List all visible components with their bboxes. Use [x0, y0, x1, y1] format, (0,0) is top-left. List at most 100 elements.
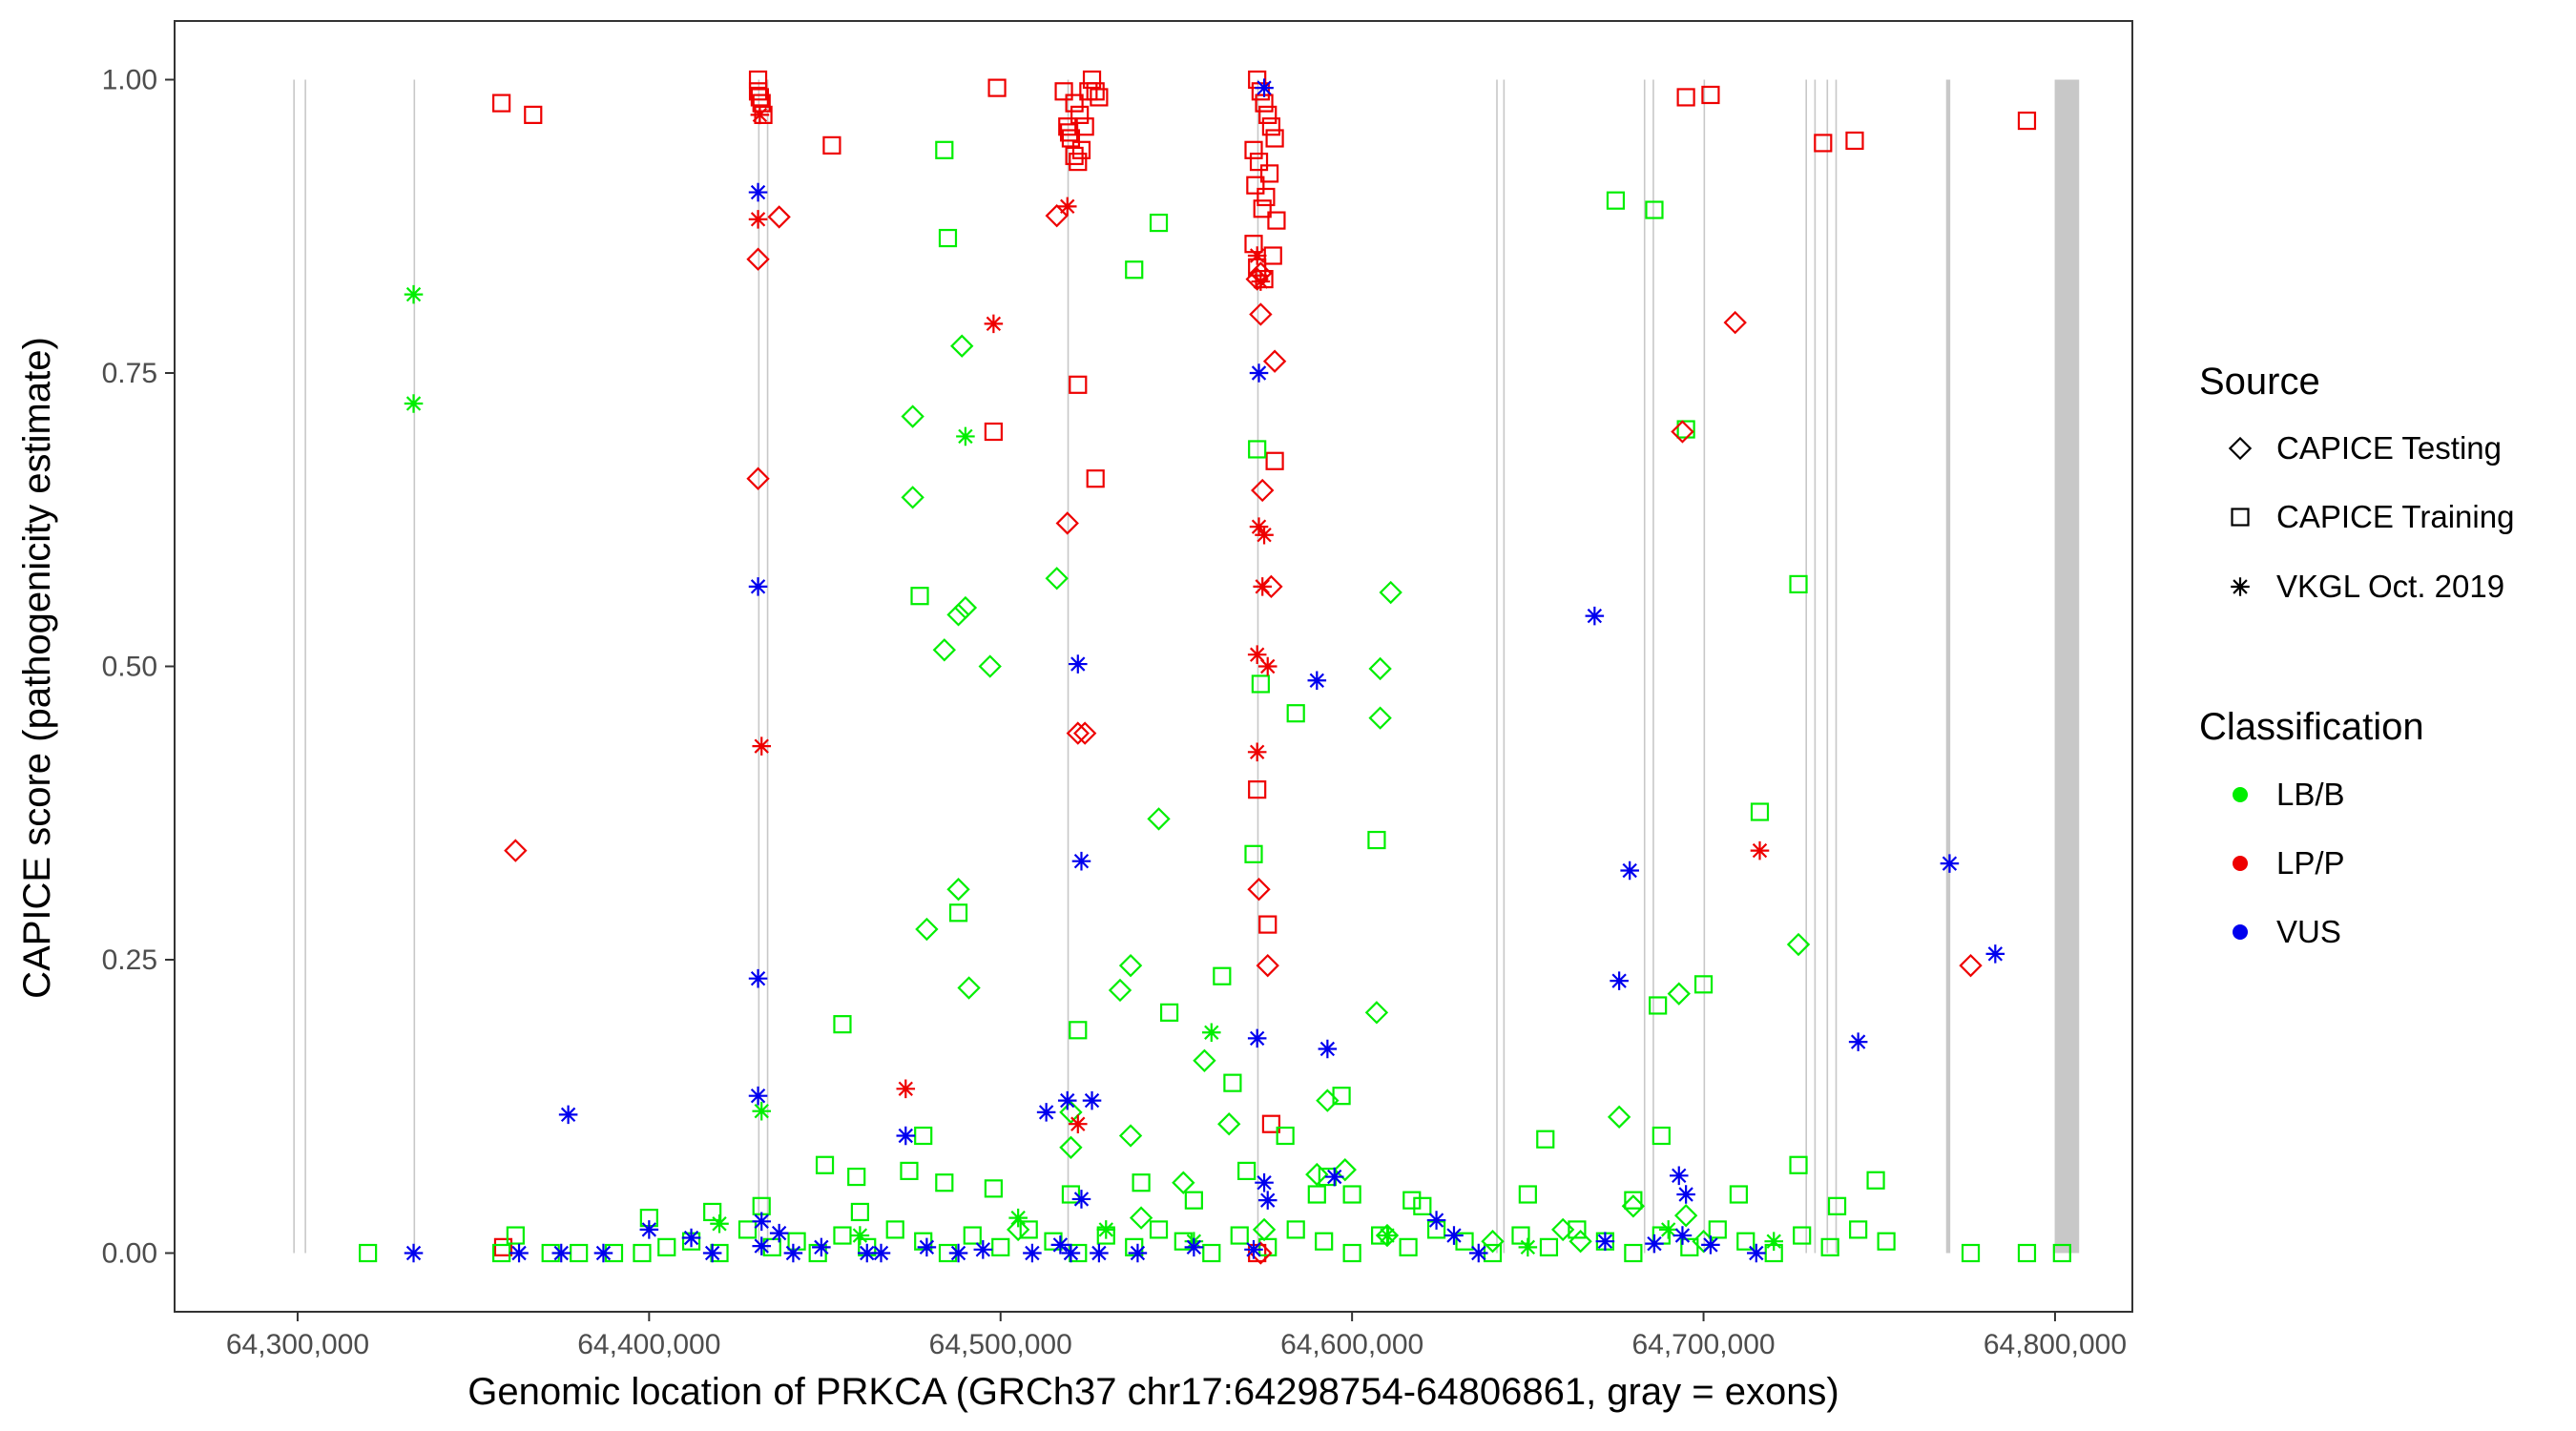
data-point: [1551, 1217, 1575, 1242]
data-point: [1251, 272, 1271, 291]
data-point: [1118, 953, 1143, 978]
data-point: [750, 105, 770, 125]
data-point: [1075, 117, 1094, 136]
data-point: [1172, 1171, 1195, 1194]
data-point: [593, 1243, 613, 1263]
data-point: [750, 88, 769, 107]
data-point: [1255, 78, 1274, 97]
data-point: [953, 595, 978, 620]
data-point: [1764, 1232, 1783, 1251]
data-point: [493, 1237, 513, 1256]
data-point: [1253, 199, 1272, 218]
data-point: [1023, 1243, 1042, 1263]
data-point: [1079, 82, 1098, 101]
data-point: [748, 210, 768, 229]
data-point: [1255, 1172, 1274, 1192]
legend-class-keys: [2233, 787, 2248, 940]
data-point: [1961, 1243, 1981, 1263]
data-point: [1244, 1240, 1263, 1259]
data-point: [1364, 1001, 1389, 1025]
data-point: [1286, 704, 1305, 723]
data-point: [946, 603, 970, 627]
data-point: [935, 140, 954, 159]
data-point: [1324, 1167, 1344, 1187]
data-point: [896, 1079, 916, 1099]
x-axis-title: Genomic location of PRKCA (GRCh37 chr17:…: [467, 1371, 1839, 1413]
data-point: [1090, 1243, 1109, 1263]
data-point: [737, 1220, 758, 1239]
data-point: [1747, 1243, 1766, 1263]
data-point: [847, 1167, 866, 1187]
data-point: [946, 878, 970, 902]
data-point: [1342, 1185, 1361, 1204]
exon-band: [1643, 79, 1646, 1254]
exon-band: [1257, 79, 1259, 1254]
legend-key-dot: [2233, 924, 2248, 940]
data-point: [1070, 105, 1090, 125]
data-point: [1258, 915, 1278, 934]
x-tick-label: 64,500,000: [929, 1329, 1072, 1360]
data-point: [932, 638, 956, 662]
data-point: [1096, 1220, 1116, 1239]
data-point: [1276, 1126, 1295, 1146]
data-point: [1057, 197, 1077, 217]
data-point: [509, 1243, 529, 1263]
data-point: [524, 105, 543, 125]
data-point: [1244, 844, 1263, 863]
data-point: [1118, 1124, 1143, 1148]
exon-band: [2054, 79, 2080, 1254]
data-point: [1708, 1220, 1727, 1239]
data-point: [850, 1226, 870, 1245]
data-point: [1072, 721, 1097, 745]
data-point: [833, 1226, 852, 1245]
data-point: [1069, 1114, 1088, 1133]
data-point: [1286, 1220, 1305, 1239]
data-point: [1315, 1232, 1334, 1251]
data-point: [1057, 1090, 1077, 1110]
legend-source-label: VKGL Oct. 2019: [2276, 569, 2504, 604]
data-point: [1058, 117, 1077, 136]
legend-class-label: VUS: [2276, 914, 2341, 949]
data-point: [1132, 1173, 1151, 1192]
data-point: [1054, 82, 1073, 101]
data-point: [1848, 1032, 1868, 1051]
data-point: [1245, 267, 1269, 291]
data-point: [1342, 1243, 1361, 1263]
data-point: [639, 1220, 659, 1239]
data-point: [492, 1243, 511, 1263]
data-point: [746, 467, 770, 490]
data-point: [822, 135, 841, 155]
data-point: [1061, 1185, 1081, 1204]
data-point: [857, 1243, 877, 1263]
legend-key-asterisk: [2231, 577, 2250, 596]
data-point: [1129, 1206, 1153, 1230]
data-point: [1213, 966, 1232, 985]
y-tick-label: 1.00: [102, 65, 157, 96]
data-point: [1595, 1232, 1615, 1251]
data-point: [1128, 1243, 1148, 1263]
data-point: [1184, 1191, 1203, 1210]
data-point: [1258, 105, 1278, 125]
legend-source-keys: [2228, 436, 2253, 596]
data-point: [1568, 1220, 1587, 1239]
data-point: [850, 1202, 869, 1222]
x-tick-label: 64,300,000: [226, 1329, 369, 1360]
data-point: [404, 394, 424, 413]
data-point: [1059, 1100, 1083, 1125]
series-capice-testing-lb-b: [901, 334, 1811, 1254]
data-point: [1082, 1090, 1102, 1110]
y-tick-label: 0.25: [102, 944, 157, 976]
data-point: [702, 1243, 722, 1263]
data-point: [1789, 1155, 1808, 1174]
data-point: [1193, 1048, 1216, 1072]
data-point: [1082, 70, 1102, 90]
data-point: [1217, 1112, 1241, 1136]
series-vkgl-lp-p: [748, 105, 1770, 1133]
data-point: [1252, 1217, 1277, 1242]
data-point: [978, 654, 1002, 678]
data-point: [1069, 153, 1088, 172]
data-point: [1518, 1237, 1538, 1257]
data-point: [1244, 140, 1263, 159]
data-point: [1255, 525, 1274, 545]
legend-key-dot: [2233, 787, 2248, 802]
